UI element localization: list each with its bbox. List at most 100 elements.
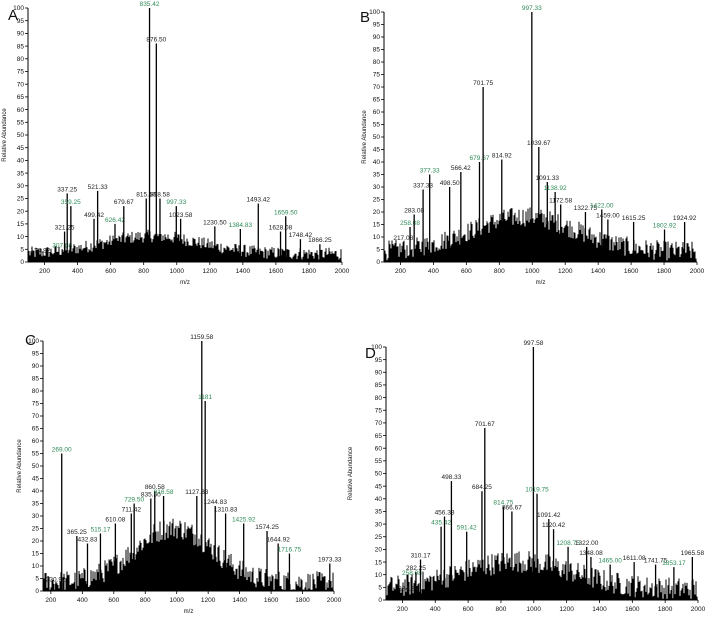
y-tick-label: 5: [376, 247, 380, 254]
x-tick-label: 1400: [232, 597, 247, 604]
y-tick-label: 10: [375, 572, 383, 579]
peak-label: 1425.92: [232, 517, 256, 524]
peak-label: 1172.58: [549, 198, 572, 205]
y-tick-label: 40: [373, 159, 381, 166]
y-tick-label: 40: [32, 488, 40, 495]
x-tick-label: 600: [108, 597, 119, 604]
y-tick-label: 10: [32, 563, 40, 570]
peak-label: 432.83: [78, 537, 98, 544]
x-tick-label: 2000: [335, 268, 350, 275]
x-tick-label: 600: [463, 606, 474, 613]
x-tick-label: 1800: [658, 606, 673, 613]
x-axis-title: m/z: [184, 609, 194, 615]
peak-label: 1159.58: [190, 334, 213, 341]
x-tick-label: 800: [496, 606, 507, 613]
x-tick-label: 800: [138, 268, 149, 275]
x-tick-label: 2000: [691, 606, 706, 613]
peak-label: 1019.75: [525, 487, 549, 494]
peak-label: 1853.17: [662, 560, 686, 567]
y-tick-label: 25: [32, 526, 40, 533]
peak-label: 997.33: [522, 5, 542, 12]
peak-label: 1611.08: [623, 555, 646, 562]
x-tick-label: 400: [72, 268, 83, 275]
y-tick-label: 70: [373, 84, 381, 91]
y-tick-label: 55: [373, 122, 381, 129]
peak-label: 377.33: [420, 168, 440, 175]
x-tick-label: 400: [430, 606, 441, 613]
peak-label: 679.67: [470, 155, 490, 162]
y-tick-label: 35: [32, 501, 40, 508]
peak-label: 258.08: [402, 570, 422, 577]
x-tick-label: 800: [140, 597, 151, 604]
y-tick-label: 60: [17, 107, 25, 114]
x-tick-label: 2000: [327, 597, 342, 604]
peak-label: 1384.83: [229, 222, 253, 229]
peak-label: 835.42: [140, 1, 160, 8]
y-tick-label: 100: [13, 5, 24, 12]
peak-label: 591.42: [457, 525, 477, 532]
y-tick-label: 35: [375, 509, 383, 516]
peak-label: 1628.08: [269, 225, 293, 232]
peak-label: 1348.08: [579, 550, 603, 557]
peak-label: 1493.42: [247, 197, 271, 204]
peak-label: 1181: [198, 394, 212, 401]
y-tick-label: 60: [375, 445, 383, 452]
peak-label: 521.33: [88, 184, 108, 191]
peak-label: 814.92: [492, 153, 512, 160]
peak-label: 1615.25: [622, 215, 646, 222]
peak-label: 1741.75: [644, 558, 668, 565]
peak-label: 174.92: [30, 247, 50, 254]
y-tick-label: 90: [373, 34, 381, 41]
peak-label: 359.25: [61, 199, 81, 206]
y-tick-label: 85: [375, 382, 383, 389]
y-tick-label: 40: [375, 496, 383, 503]
y-tick-label: 30: [375, 521, 383, 528]
y-tick-label: 90: [17, 31, 25, 38]
peak-label: 997.33: [166, 199, 186, 206]
peak-label: 701.67: [475, 421, 495, 428]
y-tick-label: 15: [373, 222, 381, 229]
peak-label: 498.33: [441, 474, 461, 481]
y-tick-label: 50: [375, 471, 383, 478]
x-tick-label: 1000: [170, 268, 185, 275]
x-tick-label: 1600: [269, 268, 284, 275]
peak-label: 1748.42: [289, 232, 313, 239]
peak-label: 1465.00: [598, 558, 622, 565]
peak-label: 258.08: [400, 220, 420, 227]
peak-label: 307.08: [52, 242, 72, 249]
peak-label: 1138.92: [544, 185, 567, 192]
y-tick-label: 55: [17, 120, 25, 127]
peak-label: 365.25: [67, 529, 87, 536]
y-axis-title: Relative Abundance: [362, 110, 368, 164]
y-axis-title: Relative Abundance: [348, 446, 354, 500]
peak-label: 217.08: [393, 235, 413, 242]
peak-label: 515.17: [90, 527, 110, 534]
y-tick-label: 100: [371, 344, 382, 351]
y-tick-label: 70: [17, 81, 25, 88]
y-tick-label: 20: [373, 209, 381, 216]
y-tick-label: 35: [373, 172, 381, 179]
x-tick-label: 600: [461, 268, 472, 275]
y-tick-label: 30: [373, 184, 381, 191]
y-tick-label: 50: [17, 132, 25, 139]
y-tick-label: 95: [375, 357, 383, 364]
y-tick-label: 80: [17, 56, 25, 63]
peak-label: 815.50: [136, 192, 156, 199]
peak-label: 1866.25: [308, 237, 332, 244]
y-tick-label: 0: [376, 259, 380, 266]
y-tick-label: 95: [32, 351, 40, 358]
x-tick-label: 200: [39, 268, 50, 275]
y-tick-label: 65: [32, 426, 40, 433]
y-tick-label: 25: [373, 197, 381, 204]
x-tick-label: 600: [105, 268, 116, 275]
y-tick-label: 0: [20, 259, 24, 266]
y-tick-label: 35: [17, 170, 25, 177]
x-tick-label: 1000: [169, 597, 184, 604]
peak-label: 1127.83: [185, 489, 208, 496]
peak-label: 1208.75: [556, 540, 580, 547]
peak-label: 1422.00: [590, 203, 614, 210]
y-tick-label: 75: [373, 72, 381, 79]
x-tick-label: 800: [494, 268, 505, 275]
